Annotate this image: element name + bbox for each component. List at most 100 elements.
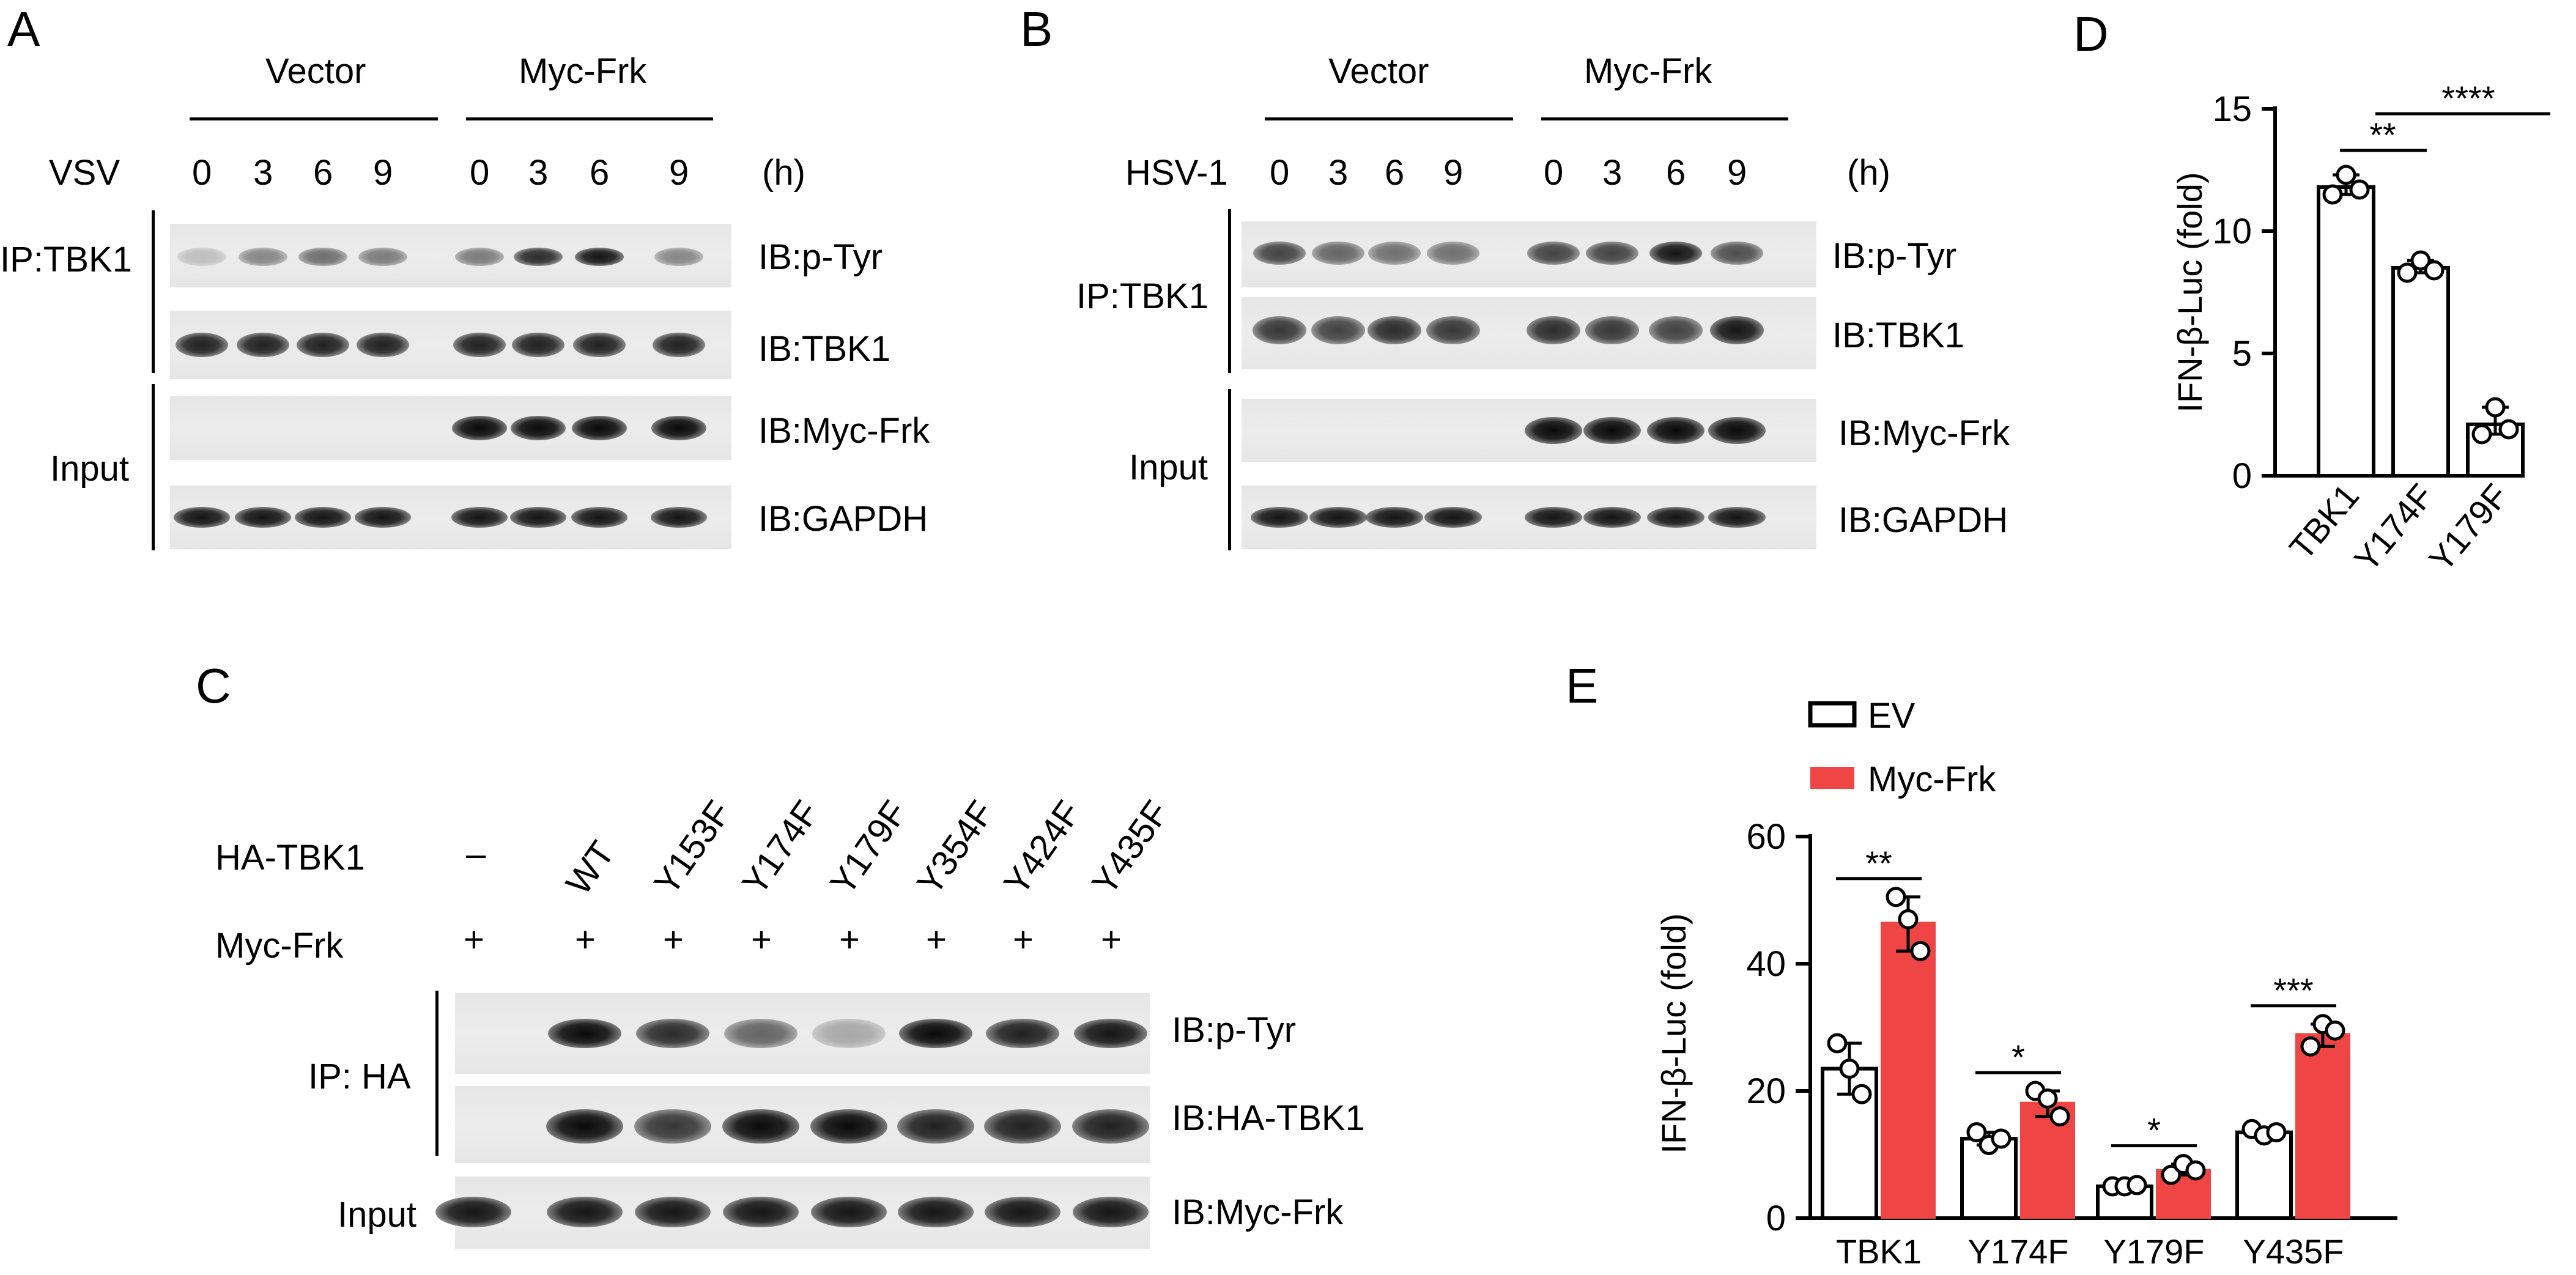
panel-a-band-gapdh: [571, 507, 627, 528]
chart-e-bar-ev: [1960, 1137, 2018, 1220]
panel-c-lane-label: Y424F: [996, 793, 1089, 902]
chart-e-point: [2037, 1088, 2058, 1109]
panel-a-band-gapdh: [235, 507, 291, 528]
panel-a-ip-bracket: [152, 210, 155, 373]
panel-label-c: C: [196, 659, 231, 713]
panel-a-band-gapdh: [451, 507, 508, 528]
chart-e-y-tick-label: 0: [1766, 1199, 1786, 1238]
chart-d-y-tick-label: 0: [2232, 456, 2252, 496]
panel-b-band-myc: [1647, 417, 1704, 444]
panel-c-band-myc: [898, 1197, 974, 1227]
panel-a-time-label: 6: [313, 153, 333, 193]
panel-a-band-ptyr: [575, 248, 624, 266]
panel-a-band-ptyr: [358, 248, 407, 266]
panel-c-myc-sign: +: [1101, 920, 1122, 959]
panel-c-ib-ptyr: IB:p-Tyr: [1172, 1010, 1297, 1050]
panel-a-band-tbk1: [237, 333, 289, 357]
panel-c-band-myc: [635, 1197, 711, 1227]
panel-a-ib-myc: IB:Myc-Frk: [758, 411, 930, 451]
panel-b-band-gapdh: [1647, 507, 1704, 528]
chart-e-point: [1966, 1122, 1987, 1143]
panel-c-ip-bracket: [435, 991, 439, 1156]
chart-e-y-tick-label: 60: [1746, 817, 1786, 857]
chart-e-legend-swatch-myc: [1810, 767, 1854, 789]
panel-c-band-ha: [546, 1109, 623, 1144]
chart-e-bar-myc: [2295, 1033, 2350, 1219]
chart-e-x-tick-label: Y179F: [2104, 1232, 2205, 1271]
chart-d-bar: [2391, 266, 2450, 478]
chart-e-point: [1851, 1084, 1872, 1104]
panel-c-band-ptyr: [1074, 1019, 1147, 1048]
chart-e-point: [2185, 1160, 2206, 1181]
panel-label-e: E: [1566, 659, 1599, 713]
panel-a-group-myc: Myc-Frk: [519, 51, 647, 91]
panel-a-band-myc: [452, 416, 507, 440]
panel-a-time-label: 0: [470, 153, 490, 193]
panel-b-band-tbk1: [1585, 316, 1639, 344]
panel-c-band-ha: [634, 1109, 711, 1144]
panel-a-infection-label: VSV: [49, 153, 120, 193]
panel-a-time-label: 3: [253, 153, 273, 193]
panel-c-band-ha: [1072, 1109, 1149, 1144]
panel-b-band-ptyr: [1586, 242, 1638, 265]
panel-b-band-tbk1: [1527, 316, 1580, 344]
panel-a-time-label: 3: [528, 153, 549, 193]
panel-c-myc-sign: +: [663, 920, 684, 959]
panel-b-ip-bracket: [1228, 209, 1231, 373]
chart-d-point: [2410, 250, 2431, 271]
panel-a-band-myc: [572, 416, 627, 440]
chart-e-point: [1978, 1134, 1999, 1155]
panel-a-band-ptyr: [239, 248, 287, 266]
chart-e-point: [1898, 909, 1919, 929]
panel-c-band-myc: [723, 1197, 799, 1227]
panel-c-myc-sign: +: [464, 920, 484, 959]
panel-b-band-ptyr: [1427, 242, 1479, 265]
chart-d-y-tick-label: 5: [2232, 334, 2252, 374]
chart-e-point: [2102, 1176, 2123, 1197]
panel-a-band-ptyr: [514, 248, 563, 266]
chart-e-legend-label-ev: EV: [1868, 696, 1915, 736]
chart-e-point: [2300, 1036, 2321, 1057]
panel-b-band-tbk1: [1253, 316, 1306, 344]
panel-a-band-ptyr: [455, 248, 504, 266]
panel-c-band-myc: [1073, 1197, 1149, 1227]
panel-b-band-ptyr: [1711, 242, 1763, 265]
panel-c-myc-sign: +: [926, 920, 947, 959]
panel-a-blot-ptyr: [170, 224, 731, 287]
panel-b-infection-label: HSV-1: [1125, 153, 1228, 193]
panel-b-time-label: 3: [1602, 153, 1623, 193]
panel-c-band-ha: [810, 1109, 887, 1144]
panel-a-band-tbk1: [453, 333, 506, 357]
chart-e-x-tick-label: Y174F: [1968, 1232, 2069, 1271]
panel-b-ip-label: IP:TBK1: [1076, 276, 1208, 316]
panel-c-band-ha: [897, 1109, 974, 1144]
panel-a-time-label: 9: [669, 153, 689, 193]
panel-b-band-ptyr: [1649, 242, 1702, 265]
panel-b-band-myc: [1708, 417, 1766, 444]
chart-e-y-label: IFN-β-Luc (fold): [1654, 913, 1693, 1153]
panel-b-band-gapdh: [1583, 507, 1641, 528]
panel-c-band-myc: [985, 1197, 1060, 1227]
panel-a-band-gapdh: [651, 507, 707, 528]
chart-e-legend-label-myc: Myc-Frk: [1868, 759, 1996, 799]
chart-d-point: [2424, 260, 2445, 281]
chart-d-sig-label: ****: [2441, 79, 2495, 117]
chart-d-point: [2471, 424, 2492, 445]
chart-e-bar-ev: [2096, 1184, 2153, 1220]
chart-d-point: [2498, 419, 2519, 440]
panel-c-band-ptyr: [986, 1019, 1059, 1048]
panel-b-ib-myc: IB:Myc-Frk: [1838, 413, 2010, 453]
panel-a-band-myc: [651, 416, 706, 440]
panel-a-time-label: 9: [373, 153, 393, 193]
chart-d-y-label: IFN-β-Luc (fold): [2171, 172, 2209, 412]
chart-e-point: [2126, 1175, 2147, 1196]
panel-b-band-gapdh: [1309, 507, 1367, 528]
panel-b-band-gapdh: [1251, 507, 1308, 528]
panel-a-time-label: 0: [192, 153, 212, 193]
panel-a-band-tbk1: [573, 333, 626, 357]
panel-b-band-ptyr: [1312, 242, 1364, 265]
panel-c-myc-sign: +: [1013, 920, 1034, 959]
chart-e-point: [2266, 1122, 2287, 1143]
panel-b-band-gapdh: [1708, 507, 1766, 528]
chart-e-x-tick-label: Y435F: [2243, 1232, 2344, 1271]
